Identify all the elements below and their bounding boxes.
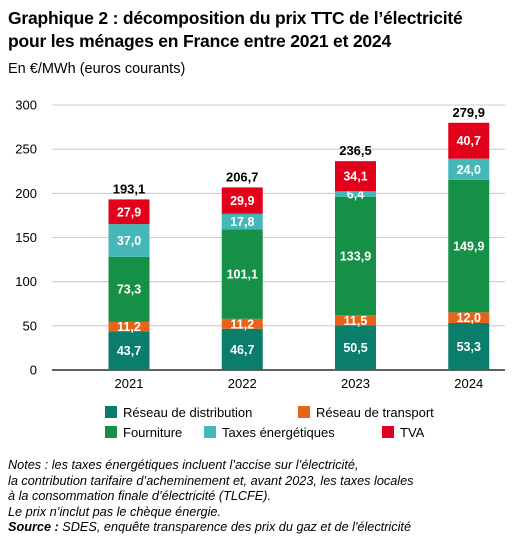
bar-segment: [448, 312, 490, 323]
y-tick-label: 50: [23, 318, 37, 333]
data-label: 46,7: [230, 343, 254, 357]
data-label: 73,3: [117, 283, 141, 297]
x-tick-label: 2022: [228, 376, 257, 391]
data-label: 50,5: [343, 341, 367, 355]
bar-segment: [108, 331, 150, 370]
data-label: 43,7: [117, 344, 141, 358]
source-line: Source : SDES, enquête transparence des …: [8, 520, 523, 536]
bar-segment: [335, 196, 376, 316]
chart-title-line-1: Graphique 2 : décomposition du prix TTC …: [8, 8, 463, 28]
bar-segment: [335, 191, 376, 197]
legend-item-tva: TVA: [382, 425, 424, 440]
total-label: 279,9: [452, 105, 485, 120]
chart-notes: Notes : les taxes énergétiques incluent …: [8, 458, 523, 536]
chart-title-line-2: pour les ménages en France entre 2021 et…: [8, 31, 391, 51]
data-label: 27,9: [117, 205, 141, 219]
legend-swatch: [105, 426, 117, 438]
legend-label: Fourniture: [123, 425, 183, 440]
bar-segment: [448, 122, 490, 159]
bar-segment: [335, 161, 376, 192]
y-tick-label: 150: [15, 230, 37, 245]
total-label: 193,1: [113, 181, 146, 196]
data-label: 53,3: [457, 340, 481, 354]
source-text: SDES, enquête transparence des prix du g…: [58, 520, 411, 535]
bar-segment: [448, 179, 490, 313]
data-label: 149,9: [453, 240, 484, 254]
note-line-3: à la consommation finale d’électricité (…: [8, 489, 272, 504]
bar-segment: [108, 199, 150, 225]
bar-segment: [221, 229, 263, 319]
bar-segment: [448, 158, 490, 180]
y-tick-label: 100: [15, 274, 37, 289]
data-label: 40,7: [457, 134, 481, 148]
y-tick-label: 200: [15, 186, 37, 201]
x-tick-label: 2023: [341, 376, 370, 391]
bar-segment: [108, 256, 150, 322]
legend-item-fourniture: Fourniture: [105, 425, 182, 440]
bar-segment: [108, 224, 150, 257]
bar-segment: [221, 318, 263, 329]
legend-swatch: [382, 426, 394, 438]
data-label: 11,5: [344, 314, 368, 328]
bar-segment: [335, 325, 376, 370]
legend-item-reseau-transport: Réseau de transport: [298, 405, 434, 420]
note-line-1: Notes : les taxes énergétiques incluent …: [8, 458, 359, 472]
legend-swatch: [204, 426, 216, 438]
data-label: 133,9: [340, 250, 371, 264]
y-tick-label: 250: [15, 142, 37, 157]
bar-segment: [221, 187, 263, 214]
x-tick-label: 2021: [115, 376, 144, 391]
bar-segment: [221, 213, 263, 230]
legend-label: Réseau de distribution: [123, 405, 253, 420]
bar-segment: [108, 321, 150, 332]
bar-segment: [335, 315, 376, 326]
legend-label: TVA: [400, 425, 425, 440]
legend-item-taxes-energetiques: Taxes énergétiques: [204, 425, 335, 440]
note-line-2: la contribution tarifaire d’acheminement…: [8, 473, 414, 488]
total-label: 236,5: [339, 143, 372, 158]
total-label: 206,7: [226, 169, 259, 184]
bar-segment: [448, 322, 490, 370]
data-label: 34,1: [343, 170, 367, 184]
chart-title: Graphique 2 : décomposition du prix TTC …: [8, 7, 523, 53]
data-label: 17,8: [230, 215, 254, 229]
data-label: 24,0: [457, 163, 481, 177]
legend-label: Réseau de transport: [316, 405, 434, 420]
legend-swatch: [105, 406, 117, 418]
stacked-bar-chart: 0 50 100 150 200 250 300 43,7 11,2 73,3 37,0 27,9 19…: [15, 98, 505, 391]
source-label: Source :: [8, 520, 59, 535]
x-tick-label: 2024: [454, 376, 483, 391]
legend-item-reseau-distribution: Réseau de distribution: [105, 405, 252, 420]
bar-segment: [221, 328, 263, 370]
data-label: 11,2: [117, 320, 141, 334]
legend-label: Taxes énergétiques: [222, 425, 335, 440]
data-label: 101,1: [227, 268, 258, 282]
y-tick-label: 0: [30, 363, 37, 378]
data-label: 12,0: [457, 311, 481, 325]
data-label: 29,9: [230, 194, 254, 208]
y-tick-label: 300: [15, 98, 37, 113]
chart-subtitle: En €/MWh (euros courants): [8, 61, 186, 77]
data-label: 11,2: [230, 317, 254, 331]
data-label: 37,0: [117, 234, 141, 248]
legend-swatch: [298, 406, 310, 418]
note-line-4: Le prix n’inclut pas le chèque énergie.: [8, 504, 222, 519]
